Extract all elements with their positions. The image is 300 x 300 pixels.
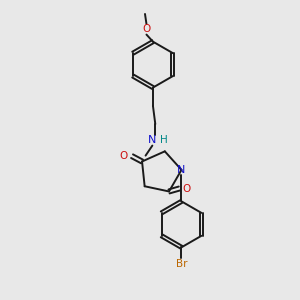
- Text: N: N: [177, 165, 186, 175]
- Text: H: H: [160, 135, 167, 145]
- Text: Br: Br: [176, 260, 187, 269]
- Text: N: N: [148, 135, 156, 145]
- Text: O: O: [182, 184, 190, 194]
- Text: O: O: [120, 151, 128, 161]
- Text: O: O: [142, 24, 151, 34]
